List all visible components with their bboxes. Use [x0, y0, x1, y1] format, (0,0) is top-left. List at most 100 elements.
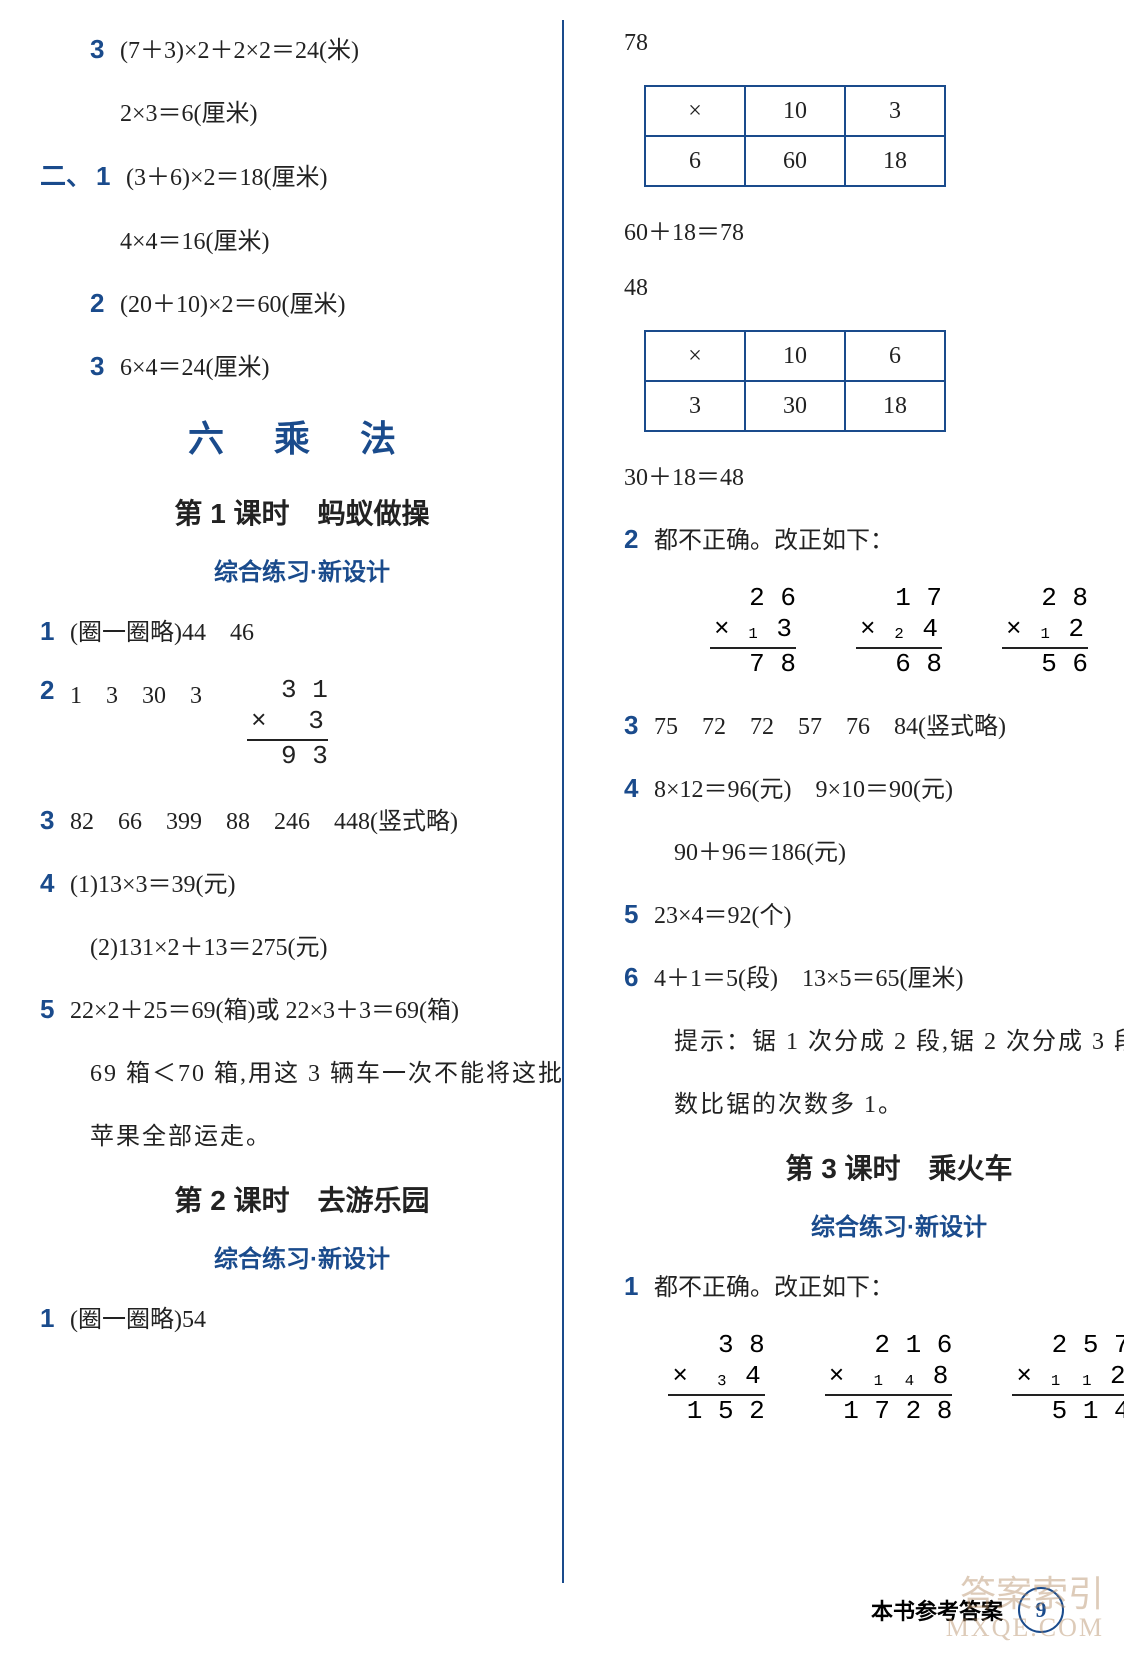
- equation-text: 2×3＝6(厘米): [120, 93, 258, 128]
- item-number: 2: [90, 288, 110, 319]
- section-subtitle: 综合练习·新设计: [40, 1239, 564, 1274]
- calc-row: × 3: [247, 706, 328, 741]
- calc-row: 2 5 7: [1012, 1330, 1124, 1361]
- item-number: 3: [90, 34, 110, 65]
- equation-text: 4×4＝16(厘米): [120, 221, 270, 256]
- item-number: 1: [624, 1271, 644, 1302]
- calc-row: × ₁ ₁ 2: [1012, 1361, 1124, 1396]
- calc-row: × ₃ 4: [668, 1361, 764, 1396]
- answer-text: 75 72 72 57 76 84(竖式略): [654, 706, 1006, 741]
- answer-text: 69 箱＜70 箱,用这 3 辆车一次不能将这批: [90, 1053, 564, 1088]
- vertical-calculation: 2 1 6 × ₁ ₄ 8 1 7 2 8: [825, 1330, 953, 1428]
- page-footer: 本书参考答案 9: [871, 1587, 1064, 1633]
- answer-line: 48: [624, 275, 1124, 302]
- calc-row: 3 8: [668, 1330, 764, 1361]
- answer-line: 5 22×2＋25＝69(箱)或 22×3＋3＝69(箱): [40, 990, 564, 1025]
- table-cell: 18: [845, 136, 945, 186]
- answer-line: 数比锯的次数多 1。: [624, 1084, 1124, 1119]
- lesson-title: 第 3 课时 乘火车: [624, 1147, 1124, 1187]
- calc-row: 1 7: [856, 583, 942, 614]
- calc-row: 6 8: [856, 649, 942, 680]
- item-number: 2: [40, 675, 60, 706]
- answer-text: (2)131×2＋13＝275(元): [90, 927, 328, 962]
- calc-row: 2 8: [1002, 583, 1088, 614]
- vertical-calculation: 1 7 × ₂ 4 6 8: [856, 583, 942, 681]
- hint-text: 数比锯的次数多 1。: [674, 1084, 904, 1119]
- answer-line: 二、 1 (3＋6)×2＝18(厘米): [40, 156, 564, 193]
- table-cell: 10: [745, 331, 845, 381]
- answer-line: 3 (7＋3)×2＋2×2＝24(米): [40, 30, 564, 65]
- table-cell: 60: [745, 136, 845, 186]
- page: 3 (7＋3)×2＋2×2＝24(米) 2×3＝6(厘米) 二、 1 (3＋6)…: [0, 0, 1124, 1663]
- equation-text: (3＋6)×2＝18(厘米): [126, 157, 328, 192]
- answer-line: 3 6×4＝24(厘米): [40, 347, 564, 382]
- answer-line: 60＋18＝78: [624, 212, 1124, 247]
- item-number: 3: [40, 805, 60, 836]
- table-cell: 6: [645, 136, 745, 186]
- vertical-calculation: 2 8 × ₁ 2 5 6: [1002, 583, 1088, 681]
- table-cell: ×: [645, 331, 745, 381]
- calc-row: 5 1 4: [1012, 1396, 1124, 1427]
- item-number: 1: [40, 616, 60, 647]
- answer-line: 3 82 66 399 88 246 448(竖式略): [40, 801, 564, 836]
- calc-row: 3 1: [247, 675, 328, 706]
- equation-text: (20＋10)×2＝60(厘米): [120, 284, 346, 319]
- calc-row: 9 3: [247, 741, 328, 772]
- answer-line: 30＋18＝48: [624, 457, 1124, 492]
- answer-line: 4 8×12＝96(元) 9×10＝90(元): [624, 769, 1124, 804]
- answer-text: 48: [624, 275, 648, 302]
- answer-line: 4 (1)13×3＝39(元): [40, 864, 564, 899]
- answer-line: 69 箱＜70 箱,用这 3 辆车一次不能将这批: [40, 1053, 564, 1088]
- calc-row: 5 6: [1002, 649, 1088, 680]
- vertical-calculation: 3 8 × ₃ 4 1 5 2: [668, 1330, 764, 1428]
- vertical-calculation: 2 6 × ₁ 3 7 8: [710, 583, 796, 681]
- table-cell: 3: [645, 381, 745, 431]
- calc-row: 2 1 6: [825, 1330, 953, 1361]
- item-number: 4: [40, 868, 60, 899]
- equation-text: 30＋18＝48: [624, 457, 744, 492]
- calc-row: 2 6: [710, 583, 796, 614]
- item-number: 2: [624, 524, 644, 555]
- answer-line: 1 都不正确。改正如下：: [624, 1267, 1124, 1302]
- item-number: 3: [624, 710, 644, 741]
- left-column: 3 (7＋3)×2＋2×2＝24(米) 2×3＝6(厘米) 二、 1 (3＋6)…: [40, 30, 594, 1633]
- calc-row: 1 7 2 8: [825, 1396, 953, 1427]
- answer-text: 78: [624, 30, 648, 57]
- calc-group: 3 8 × ₃ 4 1 5 2 2 1 6 × ₁ ₄ 8 1 7 2 8 2 …: [624, 1330, 1124, 1428]
- answer-line: 2 都不正确。改正如下：: [624, 520, 1124, 555]
- answer-line: 4×4＝16(厘米): [40, 221, 564, 256]
- answer-text: 82 66 399 88 246 448(竖式略): [70, 801, 458, 836]
- item-number: 4: [624, 773, 644, 804]
- answer-line: 1 (圈一圈略)54: [40, 1299, 564, 1334]
- calc-group: 2 6 × ₁ 3 7 8 1 7 × ₂ 4 6 8 2 8 × ₁ 2 5 …: [624, 583, 1124, 681]
- answer-line: 苹果全部运走。: [40, 1116, 564, 1151]
- table-cell: 3: [845, 86, 945, 136]
- answer-line: 2 (20＋10)×2＝60(厘米): [40, 284, 564, 319]
- table-row: × 10 3: [645, 86, 945, 136]
- footer-label: 本书参考答案: [871, 1594, 1003, 1626]
- answer-text: 1 3 30 3: [70, 675, 202, 710]
- answer-line: 2×3＝6(厘米): [40, 93, 564, 128]
- calc-row: × ₁ ₄ 8: [825, 1361, 953, 1396]
- item-number: 1: [96, 161, 116, 192]
- table-cell: 10: [745, 86, 845, 136]
- equation-text: 8×12＝96(元) 9×10＝90(元): [654, 769, 953, 804]
- multiplication-table: × 10 3 6 60 18: [644, 85, 946, 187]
- vertical-calculation: 2 5 7 × ₁ ₁ 2 5 1 4: [1012, 1330, 1124, 1428]
- calc-row: 7 8: [710, 649, 796, 680]
- section-subtitle: 综合练习·新设计: [624, 1207, 1124, 1242]
- item-number: 5: [624, 899, 644, 930]
- lesson-title: 第 2 课时 去游乐园: [40, 1179, 564, 1219]
- item-number: 1: [40, 1303, 60, 1334]
- multiplication-table: × 10 6 3 30 18: [644, 330, 946, 432]
- calc-row: 1 5 2: [668, 1396, 764, 1427]
- table-cell: ×: [645, 86, 745, 136]
- calc-row: × ₁ 2: [1002, 614, 1088, 649]
- section-subtitle: 综合练习·新设计: [40, 552, 564, 587]
- answer-text: (圈一圈略)44 46: [70, 612, 254, 647]
- equation-text: 4＋1＝5(段) 13×5＝65(厘米): [654, 958, 964, 993]
- table-cell: 18: [845, 381, 945, 431]
- calc-row: × ₂ 4: [856, 614, 942, 649]
- vertical-calculation: 3 1 × 3 9 3: [247, 675, 328, 773]
- item-number: 5: [40, 994, 60, 1025]
